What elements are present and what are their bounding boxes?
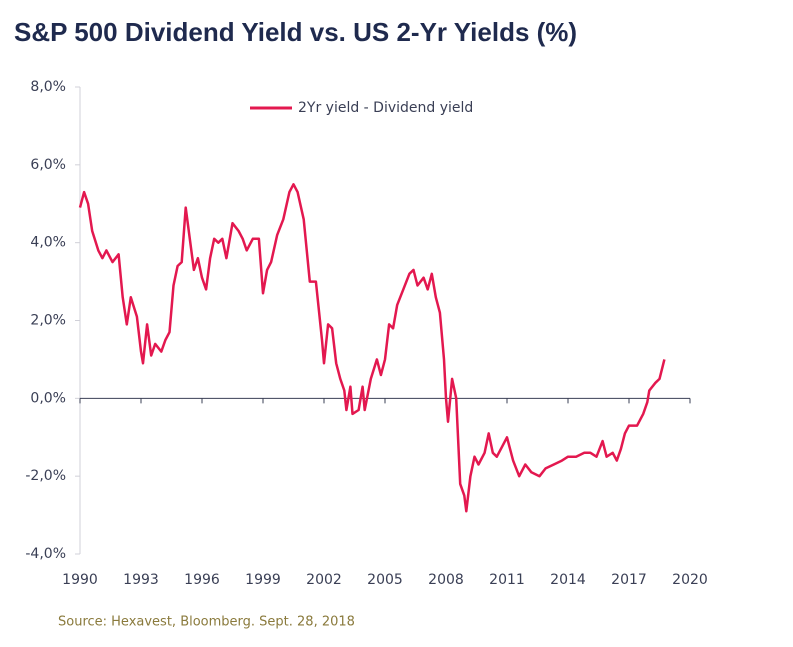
x-tick-label: 1999 bbox=[245, 572, 281, 588]
x-tick-label: 2020 bbox=[672, 572, 708, 588]
x-tick-label: 2005 bbox=[367, 572, 403, 588]
x-tick-label: 1996 bbox=[184, 572, 220, 588]
x-tick-label: 1990 bbox=[62, 572, 98, 588]
chart-title: S&P 500 Dividend Yield vs. US 2-Yr Yield… bbox=[14, 17, 577, 47]
y-tick-label: 8,0% bbox=[30, 79, 66, 95]
y-tick-label: 6,0% bbox=[30, 157, 66, 173]
y-tick-label: -4,0% bbox=[25, 546, 66, 562]
x-tick-label: 2008 bbox=[428, 572, 464, 588]
y-tick-label: 0,0% bbox=[30, 390, 66, 406]
x-tick-label: 1993 bbox=[123, 572, 159, 588]
data-line bbox=[78, 183, 666, 513]
x-tick-label: 2011 bbox=[489, 572, 525, 588]
y-tick-label: 2,0% bbox=[30, 313, 66, 329]
y-tick-label: 4,0% bbox=[30, 235, 66, 251]
source-note: Source: Hexavest, Bloomberg. Sept. 28, 2… bbox=[58, 615, 355, 630]
y-tick-label: -2,0% bbox=[25, 468, 66, 484]
x-tick-label: 2017 bbox=[611, 572, 647, 588]
legend-label: 2Yr yield - Dividend yield bbox=[298, 100, 473, 116]
x-tick-label: 2002 bbox=[306, 572, 342, 588]
x-tick-label: 2014 bbox=[550, 572, 586, 588]
